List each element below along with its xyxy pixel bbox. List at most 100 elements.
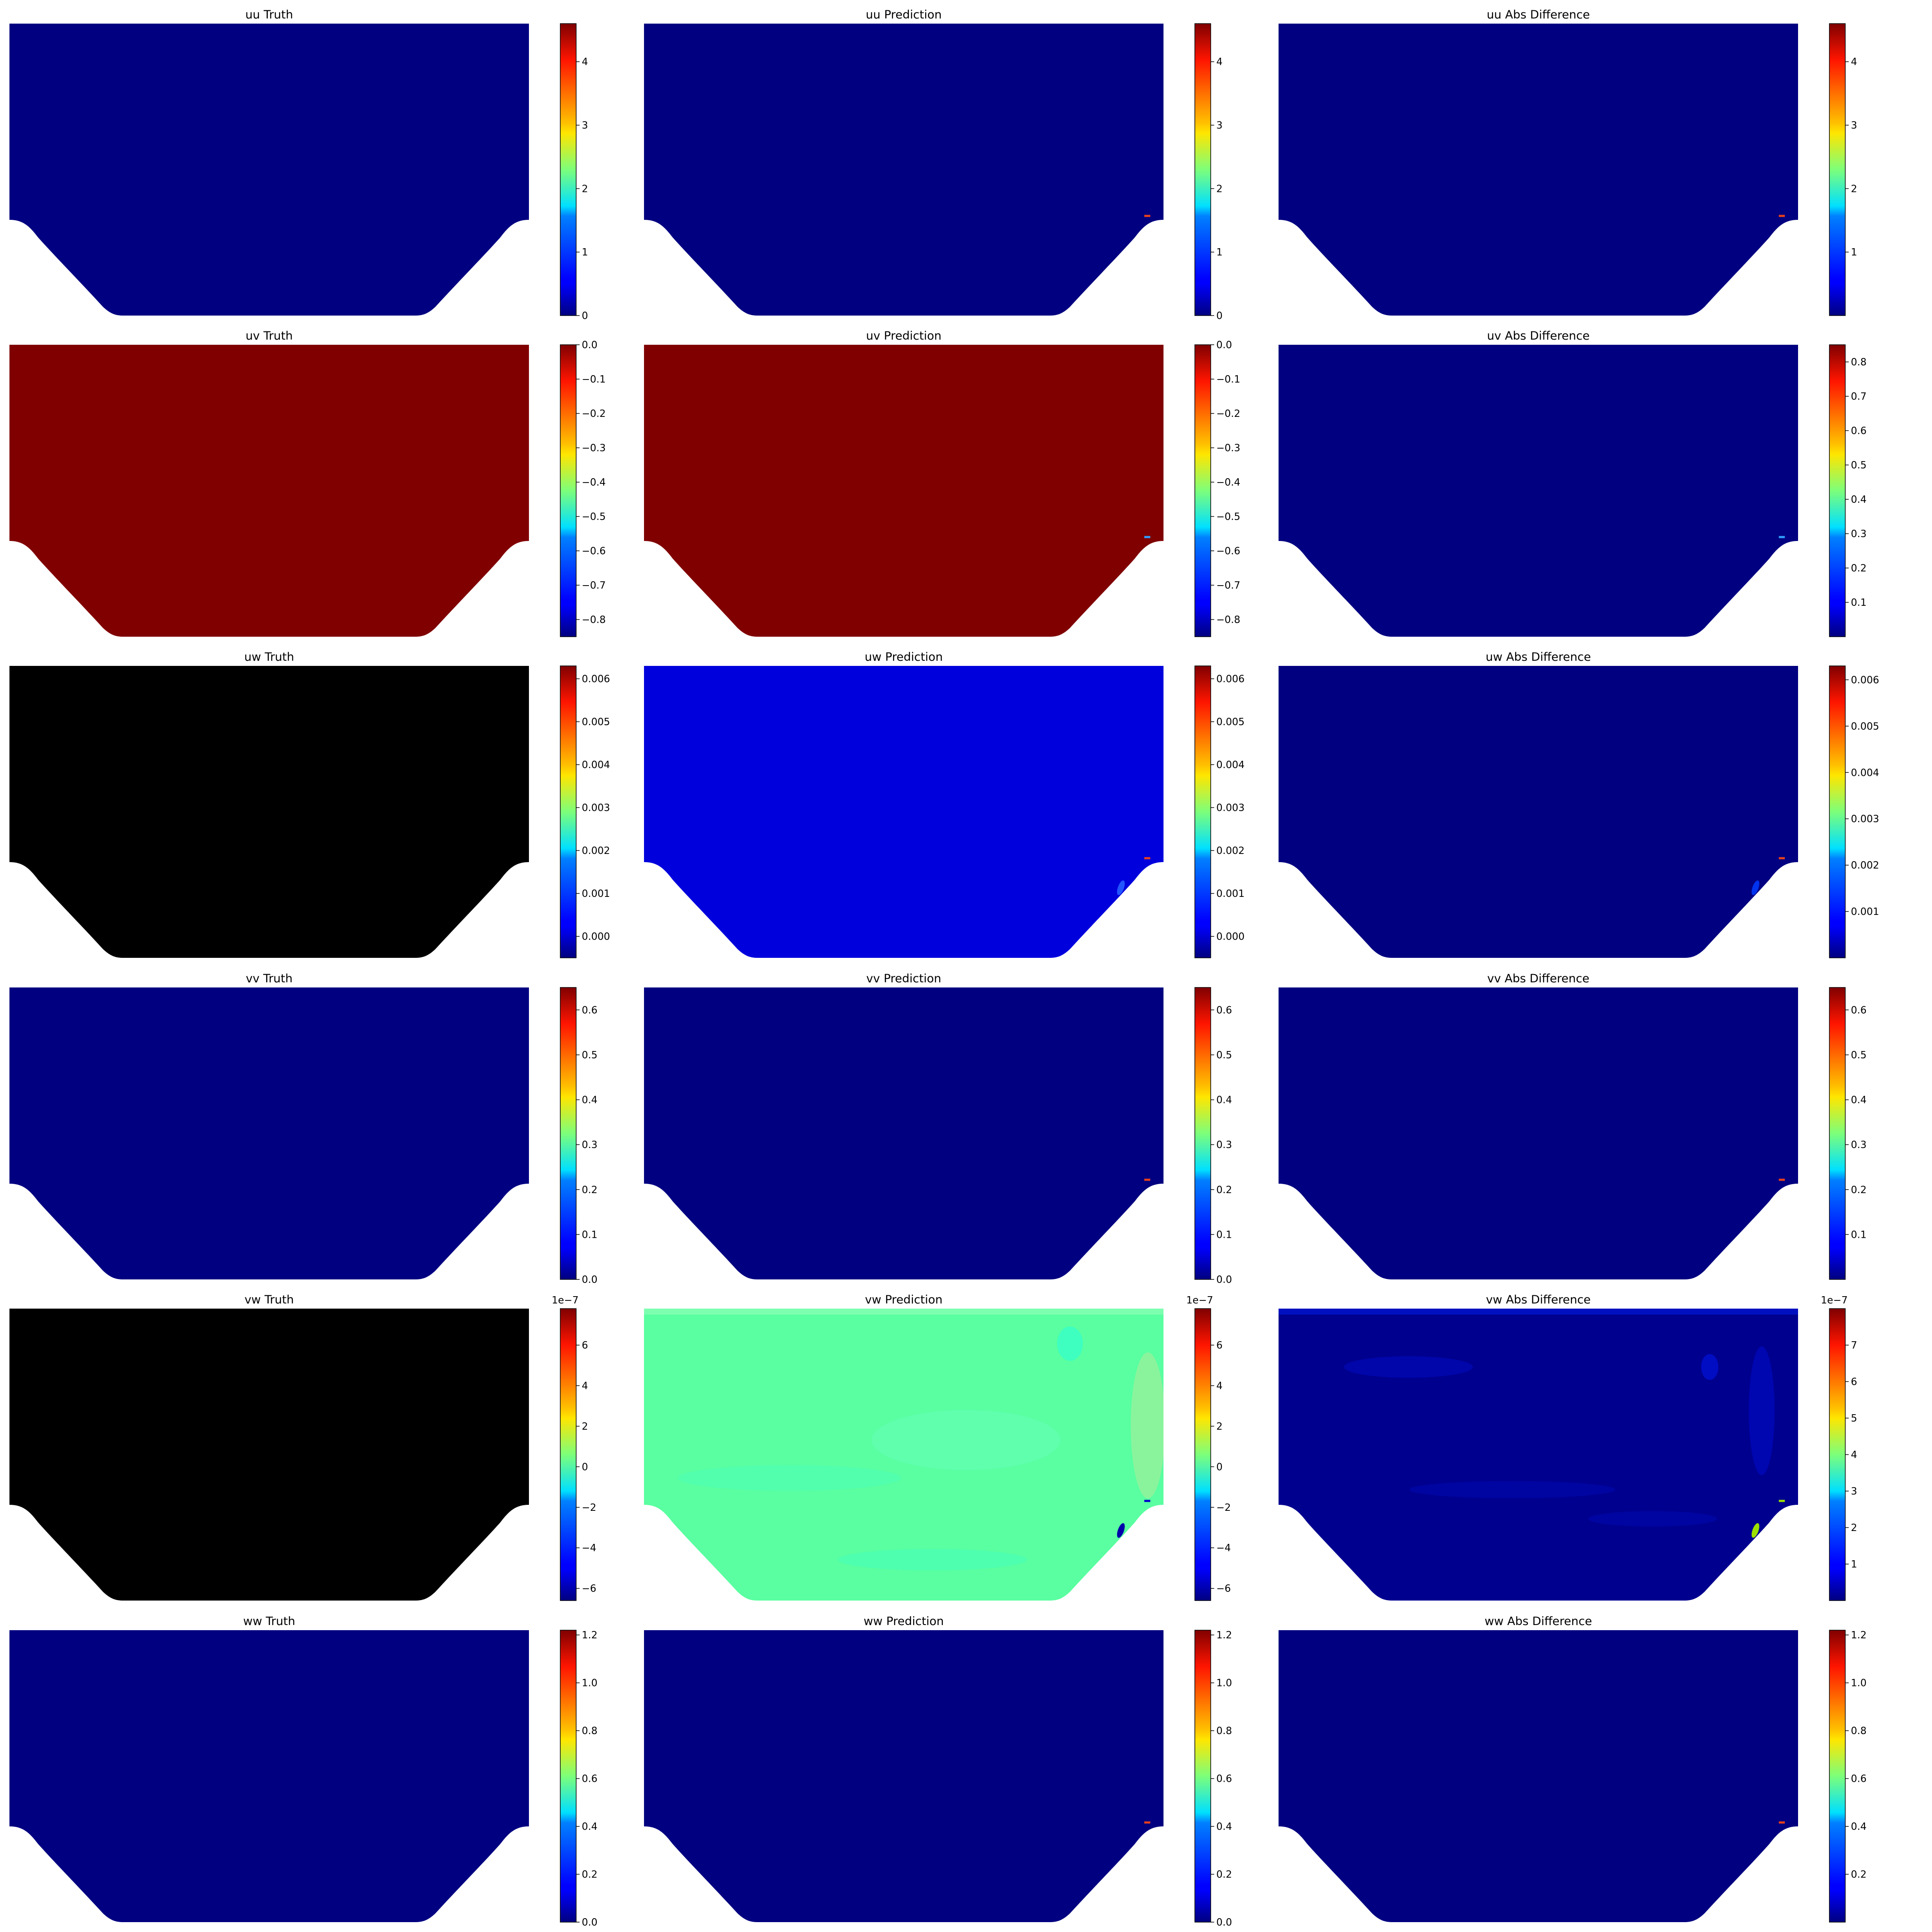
heatmap-domain [1279,987,1798,1279]
colorbar-tick-label: 0.5 [582,1050,598,1061]
colorbar-tick-label: 0.006 [1216,674,1245,685]
colorbar-tick-label: 6 [582,1340,588,1351]
subplot-2-2: uv Prediction 0.0 −0.1 −0.2 −0.3 −0.4 −0.5 −0.6… [644,329,1240,637]
subplot-6-3: ww Abs Difference 0.2 0.4 0.6 0.8 1.0 1.2 [1279,1615,1867,1923]
subplot-title: ww Truth [243,1615,295,1628]
artifact-marker [1751,857,1785,895]
colorbar-tick-label: 0.4 [1216,1095,1232,1106]
heatmap-domain [9,987,529,1279]
colorbar-tick-label: 0.7 [1851,391,1867,402]
colorbar-tick-label: 4 [582,57,588,68]
colorbar-exponent: 1e−7 [552,1295,579,1306]
colorbar-tick-label: 0.0 [1216,340,1232,351]
colorbar-tick-label: 4 [1851,57,1857,68]
colorbar-tick-label: 0.005 [582,717,610,728]
colorbar-tick-label: −0.2 [582,408,606,419]
colorbar [1194,1630,1211,1923]
colorbar-tick-label: 0.004 [582,759,610,771]
colorbar-tick-label: 0.6 [582,1005,598,1016]
artifact-marker [1779,536,1785,538]
colorbar-tick-label: −0.5 [582,511,606,522]
colorbar-tick-label: 0.001 [1216,888,1245,899]
subplot-5-2: vw Prediction −6 −4 −2 0 2 4 6 1e−7 [644,1293,1231,1601]
colorbar-tick-label: 1.2 [1216,1630,1232,1641]
colorbar-tick-label: 0.0 [1216,1274,1232,1285]
colorbar [1829,987,1846,1280]
subplot-title: uw Abs Difference [1485,650,1591,664]
colorbar-tick-label: 6 [1851,1376,1857,1388]
colorbar-tick-label: 1 [1851,1559,1857,1570]
colorbar-tick-label: 0.6 [1851,425,1867,437]
colorbar-tick-label: −4 [1216,1543,1231,1554]
colorbar-tick-label: 6 [1216,1340,1223,1351]
colorbar-tick-label: 0.3 [1216,1139,1232,1151]
colorbar-tick-label: 0.002 [1216,845,1245,857]
colorbar-tick-label: 3 [1851,1486,1857,1497]
colorbar [1829,1308,1846,1601]
colorbar-tick-label: 1.0 [1216,1678,1232,1689]
colorbar-tick-label: −6 [1216,1583,1231,1595]
colorbar-tick-label: 0.1 [1851,1229,1867,1240]
artifact-marker [1779,1821,1785,1824]
colorbar-tick-label: 0.6 [1216,1774,1232,1785]
colorbar-tick-label: 1 [1851,247,1857,258]
subplot-3-2: uw Prediction 0.000 0.001 0.002 0.003 0.004 0.… [644,650,1245,958]
colorbar-tick-label: 0.000 [1216,931,1245,942]
colorbar-tick-label: 1 [582,247,588,258]
colorbar-tick-label: 3 [582,120,588,131]
colorbar-tick-label: 0.8 [1851,357,1867,368]
subplot-title: uw Truth [244,650,294,664]
subplot-title: uw Prediction [865,650,943,664]
colorbar-tick-label: 0.6 [1216,1005,1232,1016]
artifact-marker [1144,536,1151,538]
colorbar [1194,1308,1211,1601]
subplot-title: uu Prediction [866,8,942,21]
subplot-5-3: vw Abs Difference 1 2 3 4 5 6 7 1e−7 [1279,1293,1857,1601]
colorbar-tick-label: 0.001 [1851,906,1879,917]
colorbar-tick-label: 1.2 [582,1630,598,1641]
heatmap-domain [1279,1309,1798,1601]
colorbar-tick-label: 4 [1216,1380,1223,1391]
colorbar-tick-label: 2 [1216,1421,1223,1432]
subplot-4-3: vv Abs Difference 0.1 0.2 0.3 0.4 0.5 0.6 [1279,972,1867,1280]
heatmap-domain [1279,1630,1798,1922]
colorbar-tick-label: 0.005 [1851,721,1879,732]
colorbar-tick-label: 0.6 [1851,1005,1867,1016]
colorbar-tick-label: 0.006 [582,674,610,685]
colorbar [1829,1630,1846,1923]
colorbar-tick-label: −0.6 [1216,546,1240,557]
heatmap-texture [1279,1309,1798,1527]
colorbar-tick-label: 0.1 [1851,597,1867,608]
colorbar-tick-label: 0.005 [1216,717,1245,728]
subplot-title: vv Prediction [866,972,942,985]
colorbar-tick-label: −0.3 [1216,443,1240,454]
artifact-marker [1144,1821,1151,1824]
heatmap-domain [644,1630,1163,1922]
colorbar-tick-label: 5 [1851,1413,1857,1424]
colorbar [560,1308,577,1601]
heatmap-domain [9,1309,529,1601]
subplot-5-1: vw Truth −6 −4 −2 0 2 4 6 1e−7 [9,1293,596,1601]
subplot-1-2: uu Prediction 0 1 2 3 4 [644,8,1223,322]
colorbar-tick-label: 3 [1851,120,1857,131]
heatmap-domain [644,666,1163,958]
colorbar-tick-label: −0.8 [1216,614,1240,626]
colorbar-tick-label: 0.4 [1216,1821,1232,1832]
subplot-6-1: ww Truth 0.0 0.2 0.4 0.6 0.8 1.0 1.2 [9,1615,598,1928]
colorbar-tick-label: 0.0 [582,1917,598,1928]
colorbar-tick-label: 0.5 [1851,1050,1867,1061]
colorbar-tick-label: −6 [582,1583,596,1595]
colorbar [560,23,577,316]
subplot-title: vv Truth [246,972,293,985]
colorbar-tick-label: 4 [1851,1449,1857,1461]
heatmap-domain [9,666,529,958]
subplot-1-3: uu Abs Difference 1 2 3 4 [1279,8,1857,316]
colorbar [1829,23,1846,316]
colorbar-tick-label: 0.0 [582,340,598,351]
colorbar [1829,665,1846,958]
colorbar-tick-label: 0.003 [1851,814,1879,825]
colorbar-tick-label: 0.8 [1851,1725,1867,1737]
artifact-marker [1779,1179,1785,1181]
colorbar-tick-label: −0.4 [582,477,606,488]
colorbar [560,987,577,1280]
